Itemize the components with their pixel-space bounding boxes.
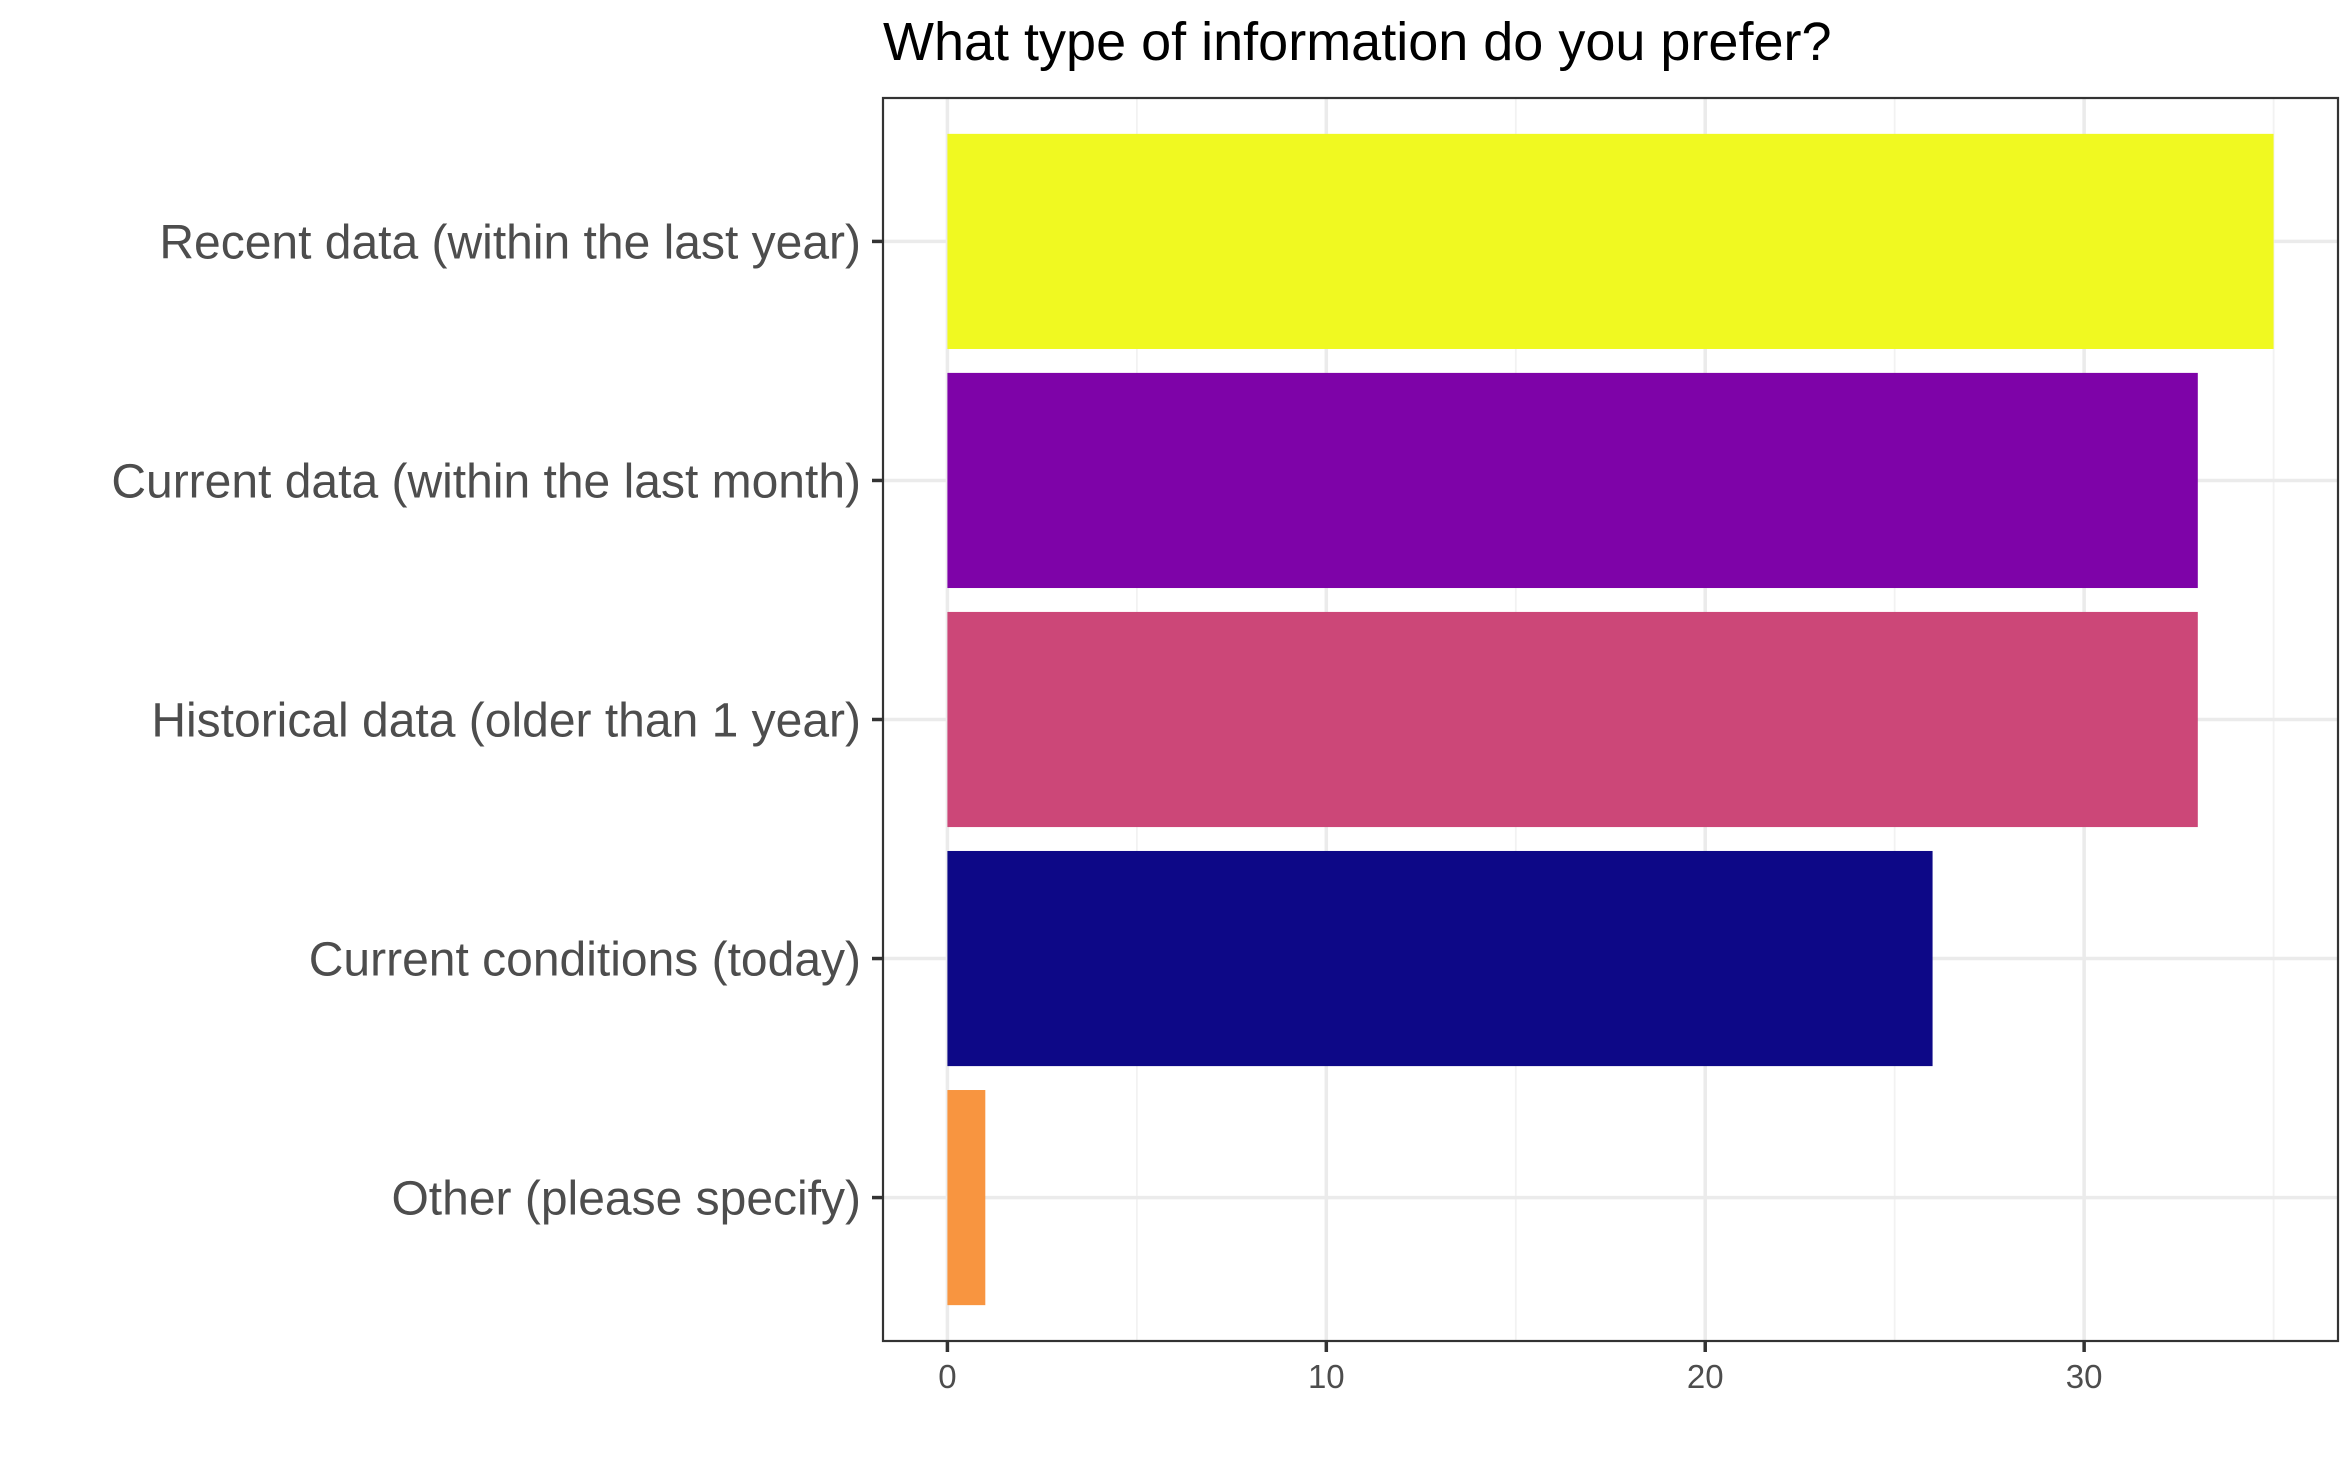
- x-tick-label: 30: [2066, 1358, 2103, 1395]
- y-tick-label: Current data (within the last month): [111, 455, 861, 508]
- bar: [947, 611, 2198, 828]
- bar: [947, 850, 1933, 1067]
- y-tick-label: Historical data (older than 1 year): [151, 695, 861, 748]
- chart-title: What type of information do you prefer?: [883, 12, 1832, 72]
- bar: [947, 372, 2198, 589]
- bar: [947, 133, 2274, 349]
- y-axis: Recent data (within the last year) Curren…: [111, 216, 883, 1226]
- bars: [947, 133, 2274, 1306]
- y-tick-label: Current conditions (today): [309, 934, 861, 987]
- x-tick-label: 20: [1687, 1358, 1724, 1395]
- y-tick-label: Other (please specify): [391, 1173, 861, 1226]
- x-axis: 0 10 20 30: [938, 1341, 2102, 1395]
- bar: [947, 1090, 986, 1306]
- y-tick-label: Recent data (within the last year): [159, 216, 861, 269]
- x-tick-label: 10: [1308, 1358, 1345, 1395]
- x-tick-label: 0: [938, 1358, 956, 1395]
